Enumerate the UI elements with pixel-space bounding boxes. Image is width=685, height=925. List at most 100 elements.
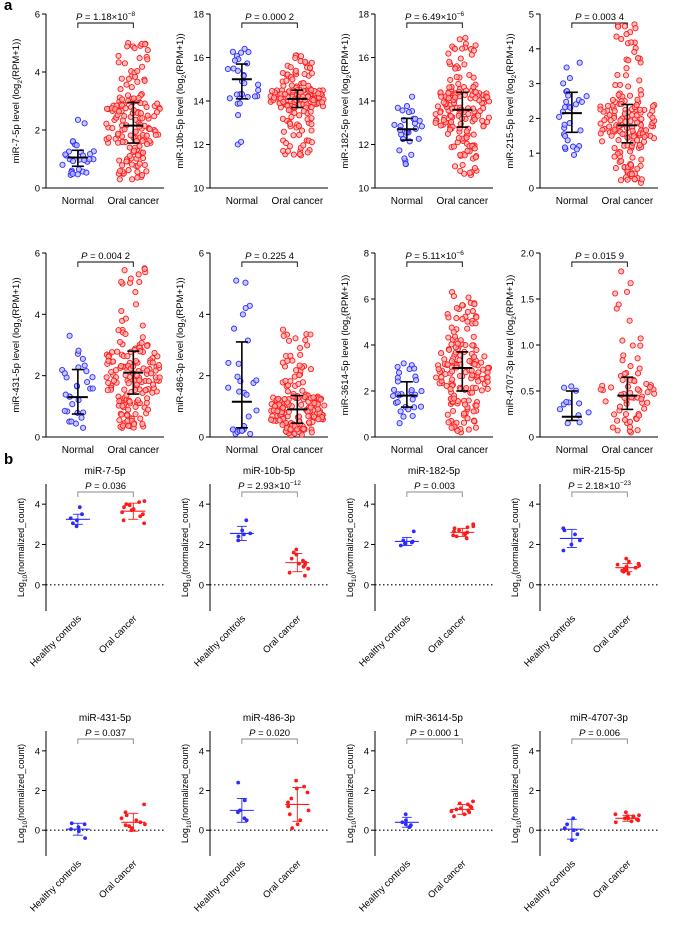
data-point	[449, 809, 454, 814]
chart-b-5: 0 2 4 Log10(normalized_count) miR-431-5p P = …	[16, 713, 164, 914]
data-point	[125, 380, 132, 387]
data-point	[438, 350, 445, 357]
data-point	[305, 419, 313, 426]
y-tick-label: 4	[529, 500, 534, 511]
data-point	[224, 65, 231, 73]
data-point	[143, 168, 150, 175]
data-point	[440, 117, 447, 124]
data-point	[472, 320, 479, 327]
data-point	[465, 426, 472, 433]
data-point	[130, 421, 138, 428]
y-tick-label: 14	[358, 97, 369, 108]
data-point	[622, 411, 630, 418]
chart-b-6: 0 2 4 Log10(normalized_count) miR-486-3p P = …	[180, 713, 328, 914]
data-point	[619, 131, 626, 138]
data-point	[79, 355, 86, 362]
data-point	[636, 106, 643, 113]
data-point	[466, 358, 473, 365]
data-point	[618, 158, 625, 165]
y-tick-label: 18	[193, 10, 204, 21]
y-tick-label: 4	[199, 310, 204, 321]
p-value-label: P = 0.000 1	[410, 728, 459, 739]
data-point	[66, 332, 73, 339]
data-point	[638, 115, 645, 123]
data-point	[271, 94, 278, 101]
data-point	[569, 542, 574, 547]
data-point	[123, 158, 130, 165]
data-point	[124, 353, 131, 360]
data-point	[618, 268, 625, 275]
data-point	[471, 799, 475, 804]
data-point	[572, 101, 579, 108]
data-point	[632, 25, 639, 32]
data-point	[400, 360, 407, 367]
y-axis-label: miR-4707-3p level (log2(RPM+1))	[505, 275, 518, 416]
data-point	[633, 101, 640, 109]
data-point	[644, 399, 651, 406]
p-value-number: = 1.18×10	[82, 12, 127, 23]
y-tick-label: 2	[529, 114, 534, 125]
data-point	[300, 80, 307, 87]
data-point	[454, 427, 461, 434]
data-point	[74, 116, 82, 123]
data-point	[242, 798, 247, 803]
data-point	[116, 157, 123, 164]
data-point	[455, 80, 462, 87]
data-point	[394, 104, 401, 111]
data-point	[305, 82, 312, 89]
data-point	[621, 370, 628, 377]
data-point	[280, 332, 287, 339]
chart-title: miR-182-5p	[408, 466, 461, 477]
y-axis-label-main: Log	[180, 582, 190, 597]
p-value-label: P = 2.93×10−12	[238, 480, 301, 492]
data-point	[637, 335, 644, 342]
data-point	[115, 130, 122, 137]
data-point	[238, 49, 245, 56]
data-point	[306, 64, 313, 71]
data-point	[150, 381, 157, 388]
y-axis-label-sub: 2	[181, 74, 188, 78]
data-point	[471, 361, 478, 368]
data-point	[306, 566, 311, 571]
data-point	[304, 149, 311, 156]
data-point	[444, 411, 451, 418]
data-point	[625, 57, 632, 64]
data-point	[255, 81, 262, 88]
data-point	[634, 370, 642, 377]
data-point	[308, 429, 315, 436]
p-value-number: = 0.225 4	[251, 251, 294, 262]
data-point	[564, 137, 571, 144]
data-point	[433, 374, 440, 381]
data-point	[121, 126, 128, 133]
y-axis-label-tail: (RPM+1))	[505, 275, 516, 316]
data-point	[405, 109, 412, 116]
data-point	[152, 131, 159, 139]
data-point	[124, 43, 131, 50]
data-point	[399, 107, 406, 114]
data-point	[565, 822, 569, 827]
p-value-number: = 0.000 1	[416, 728, 459, 739]
data-point	[626, 571, 631, 576]
data-point	[296, 151, 303, 158]
data-point	[59, 161, 66, 168]
data-point	[245, 49, 252, 56]
y-axis-label: miR-10b-5p level (log2(RPM+1))	[175, 33, 188, 168]
data-point	[471, 417, 478, 425]
data-point	[231, 325, 238, 332]
data-point	[394, 378, 401, 385]
data-point	[563, 64, 570, 71]
data-point	[89, 374, 96, 381]
data-point	[242, 279, 249, 286]
data-point	[615, 137, 622, 144]
data-point	[130, 95, 137, 102]
data-point	[556, 406, 564, 413]
data-point	[142, 499, 147, 503]
y-tick-label: 0	[529, 184, 534, 195]
p-value-symbol: P	[405, 251, 412, 262]
data-point	[634, 137, 641, 144]
data-point	[465, 110, 472, 118]
data-point	[125, 422, 132, 429]
p-value-symbol: P	[405, 12, 412, 23]
x-tick-label: Oral cancer	[601, 196, 653, 207]
data-point	[287, 812, 292, 817]
